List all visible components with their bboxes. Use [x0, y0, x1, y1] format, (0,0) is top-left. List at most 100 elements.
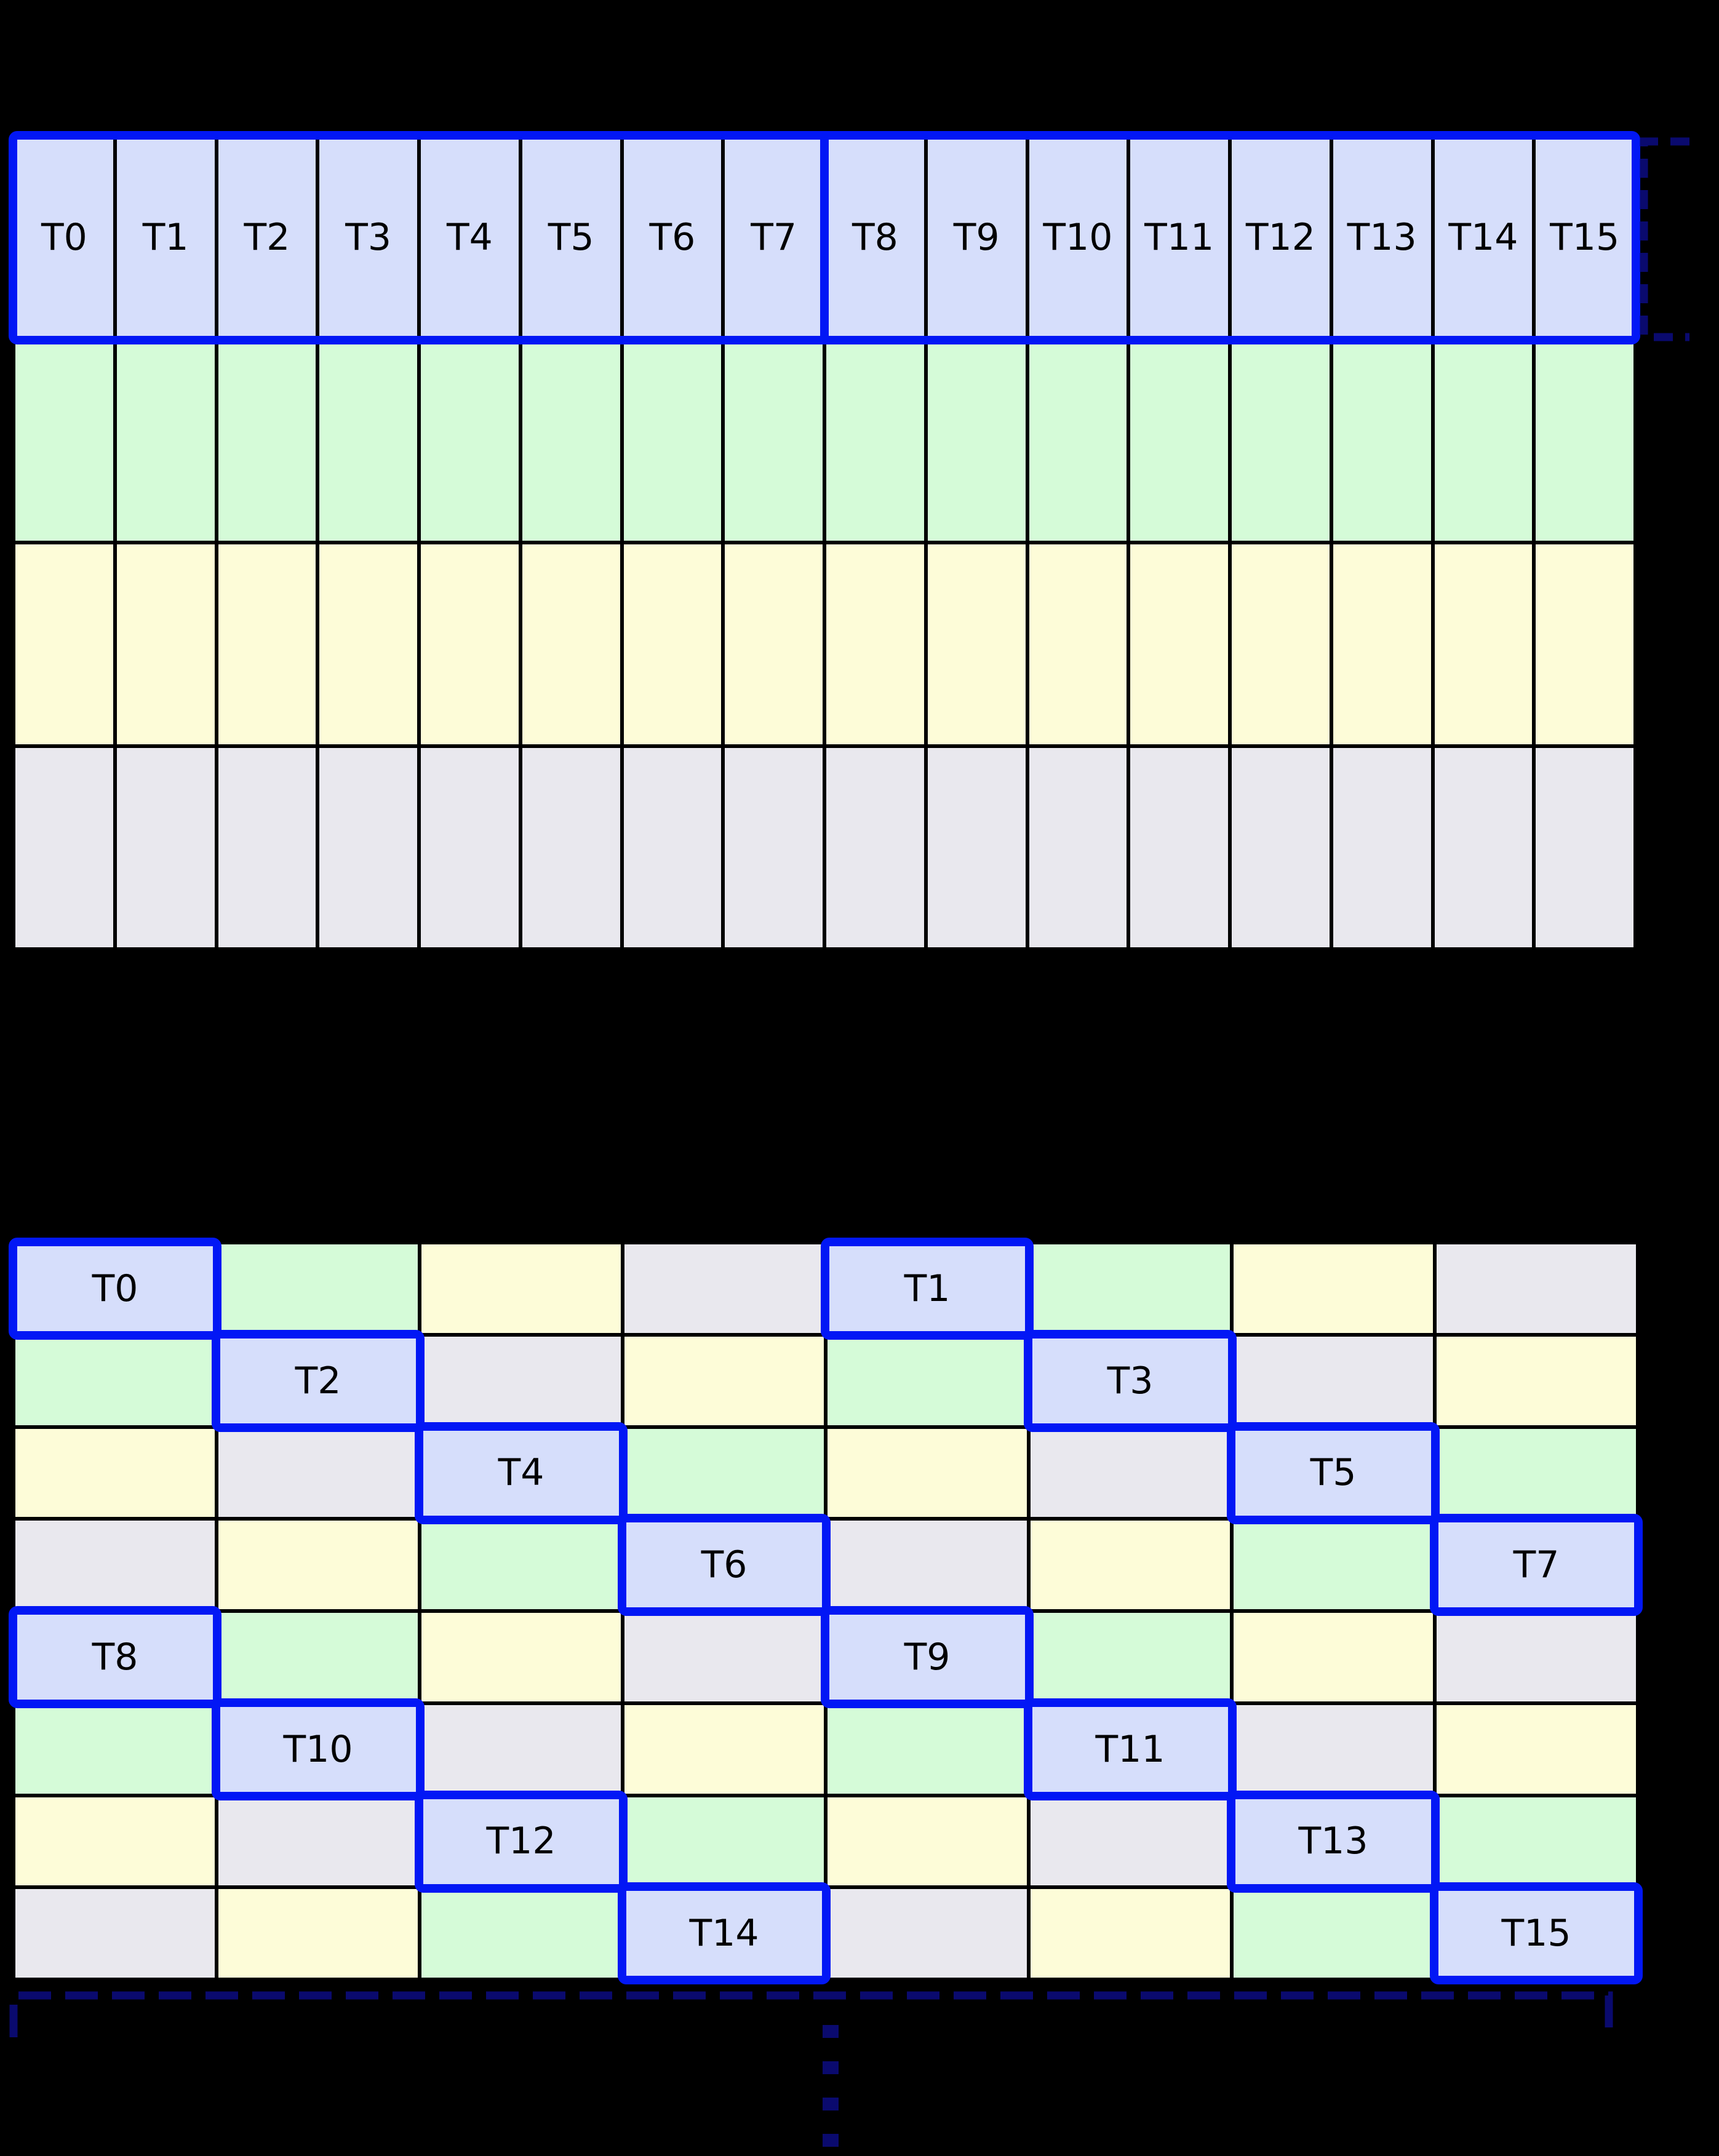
thread-cell: T0: [15, 138, 113, 338]
thread-label: T1: [142, 216, 189, 260]
memory-cell: [828, 1797, 1027, 1886]
memory-cell: [1031, 1889, 1230, 1978]
memory-cell: [218, 341, 316, 541]
thread-cell: T3: [319, 138, 417, 338]
thread-label: T1: [904, 1267, 951, 1310]
thread-cell: T11: [1130, 138, 1228, 338]
memory-cell: [828, 1521, 1027, 1609]
memory-cell: [1333, 747, 1431, 947]
thread-label: T6: [701, 1543, 748, 1587]
memory-cell: [15, 1797, 215, 1886]
memory-cell: [218, 1889, 418, 1978]
ellipsis-dash: [823, 2061, 839, 2074]
memory-cell: [15, 1336, 215, 1425]
thread-cell: T14: [624, 1889, 824, 1978]
memory-cell: [421, 1336, 621, 1425]
memory-cell: [1234, 1705, 1433, 1794]
thread-cell: T1: [116, 138, 215, 338]
thread-label: T15: [1501, 1912, 1571, 1955]
thread-label: T10: [283, 1727, 353, 1771]
memory-cell: [624, 1705, 824, 1794]
thread-label: T9: [904, 1635, 951, 1679]
memory-cell: [1536, 341, 1633, 541]
thread-label: T5: [1310, 1451, 1357, 1495]
bottom-bracket-icon: [9, 1991, 1613, 2037]
thread-label: T2: [295, 1359, 341, 1402]
memory-cell: [218, 747, 316, 947]
memory-cell: [828, 1336, 1027, 1425]
thread-label: T13: [1298, 1820, 1368, 1863]
thread-label: T10: [1043, 216, 1113, 260]
memory-cell: [1434, 341, 1533, 541]
memory-cell: [624, 1244, 824, 1333]
memory-cell: [623, 544, 722, 744]
memory-cell: [1031, 1521, 1230, 1609]
memory-cell: [1437, 1797, 1636, 1886]
memory-cell: [421, 341, 519, 541]
memory-cell: [623, 747, 722, 947]
thread-cell: T5: [522, 138, 620, 338]
memory-cell: [1029, 747, 1127, 947]
memory-cell: [218, 1244, 418, 1333]
thread-label: T6: [649, 216, 696, 260]
thread-cell: T15: [1437, 1889, 1636, 1978]
memory-cell: [116, 341, 215, 541]
memory-cell: [421, 747, 519, 947]
memory-cell: [522, 544, 620, 744]
thread-cell: T8: [826, 138, 924, 338]
thread-cell: T12: [421, 1797, 621, 1886]
thread-cell: T5: [1234, 1428, 1433, 1518]
memory-cell: [725, 747, 823, 947]
memory-cell: [116, 544, 215, 744]
row-bracket-icon: [1640, 137, 1689, 341]
memory-cell: [826, 544, 924, 744]
thread-cell: T12: [1232, 138, 1330, 338]
thread-label: T5: [548, 216, 594, 260]
ellipsis-dash: [823, 2098, 839, 2110]
memory-cell: [927, 747, 1026, 947]
thread-label: T14: [1448, 216, 1518, 260]
memory-cell: [1437, 1244, 1636, 1333]
thread-cell: T9: [927, 138, 1026, 338]
memory-cell: [1234, 1336, 1433, 1425]
memory-cell: [421, 1705, 621, 1794]
thread-cell: T1: [828, 1244, 1027, 1333]
memory-cell: [1437, 1705, 1636, 1794]
swizzled-layout-table: T0 T1 T2 T3 T4 T5 T6 T7 T8 T9 T10 T11 T12 T13 T14 T15: [9, 1238, 1643, 1984]
memory-cell: [15, 1521, 215, 1609]
memory-cell: [1029, 544, 1127, 744]
thread-label: T11: [1144, 216, 1214, 260]
memory-cell: [218, 1428, 418, 1518]
thread-cell: T10: [1029, 138, 1127, 338]
memory-cell: [421, 544, 519, 744]
memory-cell: [218, 1521, 418, 1609]
thread-label: T4: [446, 216, 493, 260]
thread-label: T3: [1107, 1359, 1154, 1402]
thread-cell: T4: [421, 138, 519, 338]
memory-cell: [1130, 747, 1228, 947]
memory-cell: [1434, 747, 1533, 947]
memory-cell: [1536, 747, 1633, 947]
memory-cell: [828, 1428, 1027, 1518]
memory-cell: [1130, 544, 1228, 744]
thread-cell: T7: [725, 138, 823, 338]
thread-cell: T4: [421, 1428, 621, 1518]
thread-cell: T13: [1333, 138, 1431, 338]
thread-label: T15: [1550, 216, 1620, 260]
thread-cell: T0: [15, 1244, 215, 1333]
thread-label: T8: [92, 1635, 138, 1679]
memory-cell: [623, 341, 722, 541]
thread-label: T7: [1513, 1543, 1560, 1587]
thread-cell: T10: [218, 1705, 418, 1794]
memory-cell: [421, 1889, 621, 1978]
thread-cell: T6: [624, 1521, 824, 1609]
memory-cell: [826, 747, 924, 947]
memory-cell: [15, 747, 113, 947]
memory-cell: [1029, 341, 1127, 541]
memory-cell: [828, 1889, 1027, 1978]
memory-cell: [1437, 1613, 1636, 1701]
memory-cell: [725, 544, 823, 744]
memory-cell: [116, 747, 215, 947]
memory-cell: [218, 1613, 418, 1701]
thread-label: T14: [689, 1912, 759, 1955]
